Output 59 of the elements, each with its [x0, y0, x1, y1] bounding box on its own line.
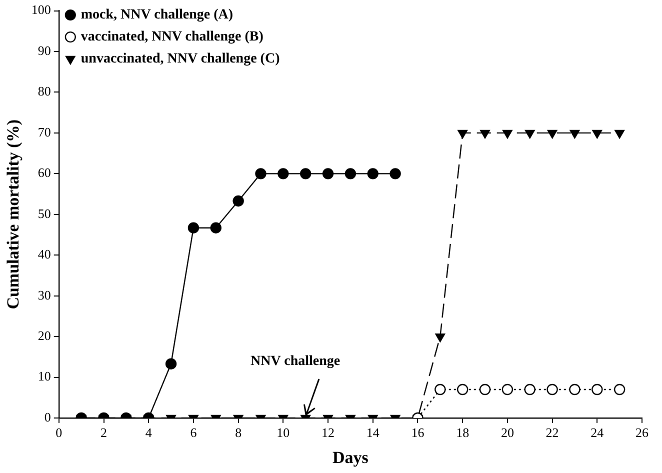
x-tick-label: 22	[546, 425, 559, 440]
y-tick-label: 70	[38, 124, 51, 140]
point	[569, 384, 580, 396]
point	[614, 384, 626, 396]
point	[546, 384, 558, 396]
y-tick-label: 20	[38, 328, 51, 343]
legend-label: unvaccinated, NNV challenge (C)	[80, 52, 280, 67]
point	[344, 168, 356, 180]
x-axis-title: Days	[332, 448, 369, 468]
point	[458, 130, 468, 139]
x-tick-label: 14	[366, 425, 380, 440]
x-tick-label: 4	[145, 425, 152, 440]
annotation: NNV challenge	[250, 354, 340, 370]
point	[524, 130, 535, 139]
point	[232, 195, 244, 207]
point	[479, 384, 491, 396]
legend-label: mock, NNV challenge (A)	[80, 8, 234, 23]
x-tick-label: 18	[456, 425, 470, 440]
y-tick-label: 90	[38, 42, 51, 58]
point	[188, 222, 200, 234]
point	[456, 384, 468, 396]
y-tick-label: 100	[31, 2, 51, 18]
x-tick-label: 16	[411, 425, 425, 440]
x-tick-label: 26	[636, 425, 649, 440]
point	[592, 130, 602, 139]
x-tick-label: 12	[322, 425, 335, 440]
point	[524, 384, 536, 396]
point	[480, 130, 490, 139]
y-tick-label: 10	[38, 368, 51, 384]
point	[165, 358, 177, 370]
y-axis-title: Cumulative mortality (%)	[4, 119, 23, 310]
point	[367, 168, 378, 180]
x-tick-label: 10	[276, 425, 290, 440]
x-tick-label: 24	[590, 425, 604, 440]
point	[502, 384, 514, 396]
point	[614, 130, 625, 139]
point	[570, 130, 580, 139]
point	[210, 222, 222, 234]
y-tick-label: 30	[38, 287, 51, 302]
point	[278, 168, 289, 180]
x-tick-label: 6	[190, 425, 198, 440]
x-tick-label: 20	[500, 425, 514, 440]
y-tick-label: 40	[38, 246, 51, 262]
y-tick-label: 0	[44, 409, 51, 424]
point	[300, 168, 312, 180]
x-tick-label: 0	[56, 425, 62, 440]
point	[255, 168, 266, 180]
y-tick-label: 80	[38, 84, 51, 99]
point	[390, 168, 401, 180]
legend-label: vaccinated, NNV challenge (B)	[80, 30, 264, 45]
point	[322, 168, 334, 180]
point	[434, 384, 446, 396]
x-tick-label: 8	[235, 425, 242, 440]
x-tick-label: 2	[100, 425, 108, 440]
point	[502, 130, 512, 139]
y-tick-label: 50	[38, 206, 51, 221]
point	[592, 384, 603, 396]
y-tick-label: 60	[38, 165, 51, 180]
point	[547, 130, 558, 139]
